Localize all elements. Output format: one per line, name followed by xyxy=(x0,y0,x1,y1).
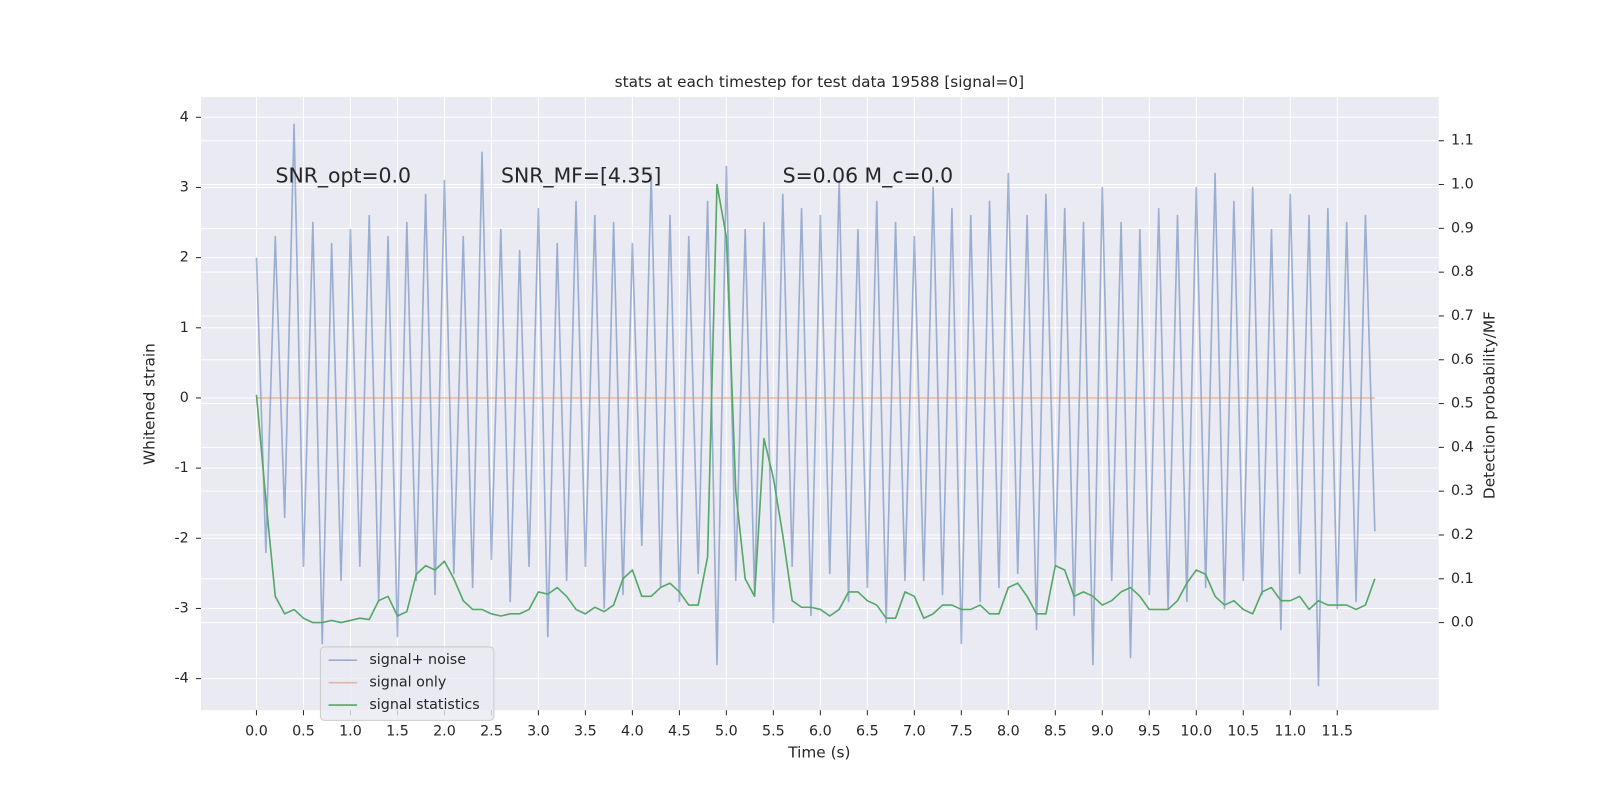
series-line xyxy=(255,123,1376,687)
y2-axis-label: Detection probability/MF xyxy=(1480,311,1498,499)
x-tick-label: 8.0 xyxy=(997,724,1020,740)
x-tick-label: 10.5 xyxy=(1227,724,1259,740)
x-tick-label: 11.0 xyxy=(1274,724,1306,740)
annotation: SNR_MF=[4.35] xyxy=(501,164,661,189)
legend-label: signal statistics xyxy=(369,697,479,713)
x-tick-label: 1.0 xyxy=(339,724,362,740)
x-tick-label: 7.5 xyxy=(950,724,973,740)
y-tick-label: 2 xyxy=(180,250,189,266)
x-tick-label: 3.5 xyxy=(574,724,597,740)
x-tick-label: 4.0 xyxy=(621,724,644,740)
y-tick-label: 1 xyxy=(180,320,189,336)
x-axis-label: Time (s) xyxy=(787,744,850,762)
x-tick-label: 6.5 xyxy=(856,724,879,740)
x-tick-label: 8.5 xyxy=(1044,724,1067,740)
y2-tick-label: 0.4 xyxy=(1451,439,1474,455)
legend-label: signal only xyxy=(369,675,446,691)
x-tick-label: 9.0 xyxy=(1091,724,1114,740)
y2-tick-label: 1.1 xyxy=(1451,133,1474,149)
x-tick-label: 2.5 xyxy=(480,724,503,740)
y-axis-label: Whitened strain xyxy=(140,343,158,465)
annotation: S=0.06 M_c=0.0 xyxy=(783,164,953,189)
y2-tick-label: 0.1 xyxy=(1451,571,1474,587)
x-tick-label: 6.0 xyxy=(809,724,832,740)
y-tick-label: -3 xyxy=(175,600,189,616)
x-tick-label: 1.5 xyxy=(386,724,409,740)
x-tick-label: 4.5 xyxy=(668,724,691,740)
y-tick-label: -1 xyxy=(175,460,189,476)
annotation: SNR_opt=0.0 xyxy=(276,164,411,189)
y2-tick-label: 0.0 xyxy=(1451,615,1474,631)
y2-tick-label: 0.8 xyxy=(1451,264,1474,280)
x-tick-label: 7.0 xyxy=(903,724,926,740)
y2-tick-label: 0.3 xyxy=(1451,483,1474,499)
legend-box xyxy=(319,646,495,721)
y-tick-label: -4 xyxy=(175,671,189,687)
y-tick-label: 4 xyxy=(180,109,189,125)
chart-title: stats at each timestep for test data 195… xyxy=(615,73,1024,91)
series-line xyxy=(255,183,1376,624)
y-tick-label: 3 xyxy=(180,179,189,195)
y2-tick-label: 1.0 xyxy=(1451,177,1474,193)
x-tick-label: 0.5 xyxy=(292,724,315,740)
x-tick-label: 3.0 xyxy=(527,724,550,740)
x-tick-label: 11.5 xyxy=(1321,724,1353,740)
x-tick-label: 5.0 xyxy=(715,724,738,740)
y-tick-label: -2 xyxy=(175,530,189,546)
y2-tick-label: 0.9 xyxy=(1451,220,1474,236)
plot-data xyxy=(255,123,1376,687)
y2-tick-label: 0.2 xyxy=(1451,527,1474,543)
x-tick-label: 9.5 xyxy=(1138,724,1161,740)
legend-label: signal+ noise xyxy=(369,652,466,668)
y-tick-label: 0 xyxy=(180,390,189,406)
x-tick-label: 0.0 xyxy=(245,724,268,740)
y2-tick-label: 0.6 xyxy=(1451,352,1474,368)
y2-tick-label: 0.5 xyxy=(1451,396,1474,412)
x-tick-label: 5.5 xyxy=(762,724,785,740)
x-tick-label: 10.0 xyxy=(1180,724,1212,740)
x-tick-label: 2.0 xyxy=(433,724,456,740)
y2-tick-label: 0.7 xyxy=(1451,308,1474,324)
